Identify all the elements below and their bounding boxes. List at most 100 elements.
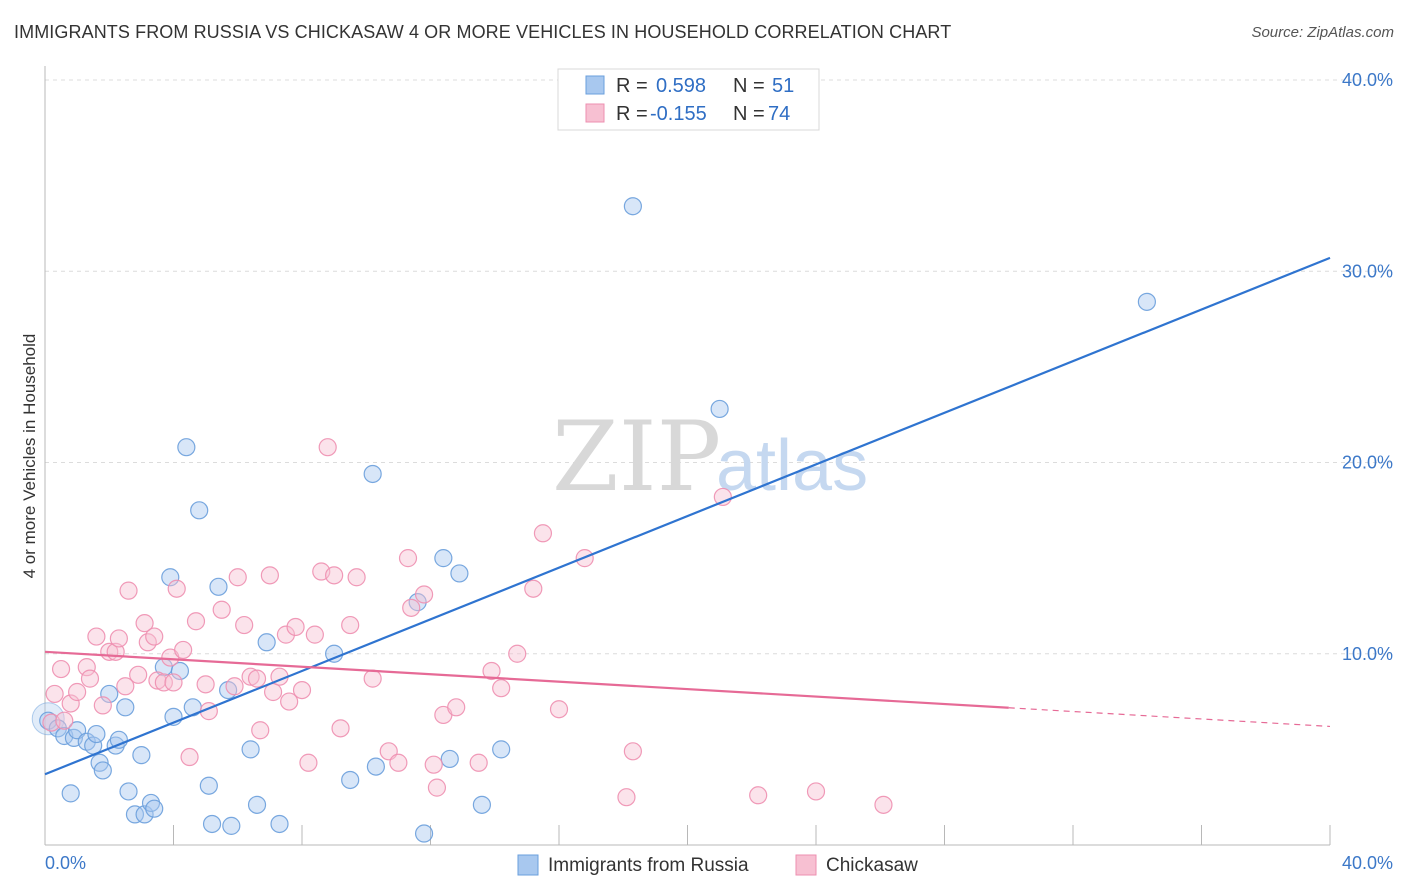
- point-chickasaw-30: [225, 677, 244, 696]
- point-chickasaw-31: [228, 568, 247, 587]
- point-chickasaw-40: [280, 692, 299, 711]
- point-russia-18: [135, 805, 154, 824]
- point-chickasaw-44: [305, 625, 324, 644]
- point-russia-24: [170, 661, 190, 681]
- point-chickasaw-69: [617, 788, 636, 807]
- point-chickasaw-2: [51, 659, 71, 679]
- point-russia-44: [440, 749, 459, 769]
- point-russia-8: [87, 724, 106, 744]
- point-chickasaw-53: [389, 753, 408, 772]
- point-chickasaw-22: [164, 673, 183, 692]
- legend-r-value-chickasaw: -0.155: [650, 103, 707, 125]
- point-chickasaw-74: [874, 795, 893, 814]
- point-russia-29: [202, 814, 222, 834]
- bottom-legend-label-russia: Immigrants from Russia: [548, 855, 749, 876]
- point-russia-50: [1137, 292, 1156, 311]
- point-chickasaw-58: [427, 778, 447, 797]
- axes: [44, 66, 1331, 846]
- point-chickasaw-55: [402, 598, 421, 617]
- point-chickasaw-43: [299, 753, 318, 772]
- point-russia-3: [61, 784, 80, 803]
- bottom-legend: Immigrants from Russia Chickasaw: [517, 854, 918, 876]
- point-russia-46: [472, 795, 491, 814]
- legend-n-value-russia: 51: [772, 75, 794, 97]
- point-chickasaw-33: [241, 667, 260, 686]
- y-tick-label-3: 40.0%: [1342, 70, 1393, 90]
- point-chickasaw-20: [154, 673, 173, 692]
- point-russia-28: [199, 776, 218, 795]
- point-chickasaw-67: [549, 700, 569, 719]
- point-chickasaw-54: [398, 549, 418, 568]
- point-chickasaw-3: [55, 711, 74, 730]
- y-tick-label-1: 20.0%: [1342, 453, 1393, 473]
- point-chickasaw-8: [87, 627, 106, 646]
- point-chickasaw-24: [174, 640, 193, 660]
- point-chickasaw-15: [129, 665, 148, 684]
- point-chickasaw-61: [469, 753, 488, 772]
- bottom-legend-swatch-chickasaw: [795, 854, 817, 876]
- point-russia-38: [341, 770, 360, 790]
- point-chickasaw-35: [251, 721, 270, 740]
- point-chickasaw-48: [331, 719, 350, 738]
- point-chickasaw-70: [623, 742, 642, 761]
- point-chickasaw-36: [260, 566, 279, 585]
- point-chickasaw-73: [806, 782, 826, 801]
- watermark-zip: ZIP: [552, 401, 721, 513]
- point-chickasaw-14: [119, 581, 138, 600]
- point-russia-35: [257, 633, 276, 652]
- point-russia-45: [450, 564, 469, 583]
- point-russia-36: [270, 814, 289, 834]
- point-russia-15: [119, 782, 138, 801]
- point-chickasaw-56: [414, 585, 434, 604]
- bottom-legend-label-chickasaw: Chickasaw: [826, 855, 918, 876]
- point-chickasaw-9: [93, 696, 112, 715]
- trend-lines: [44, 256, 1331, 776]
- point-russia-19: [141, 793, 161, 813]
- point-chickasaw-63: [492, 679, 511, 698]
- point-chickasaw-27: [196, 675, 215, 694]
- point-russia-20: [145, 799, 164, 818]
- y-axis-label: 4 or more Vehicles in Household: [20, 334, 39, 579]
- point-chickasaw-18: [145, 627, 164, 646]
- point-russia-40: [366, 757, 385, 776]
- point-russia-17: [132, 746, 151, 765]
- legend-n-label-chickasaw: N =: [733, 103, 765, 125]
- trend-line-russia: [44, 256, 1331, 776]
- point-russia-14: [116, 698, 135, 717]
- y-tick-label-2: 30.0%: [1342, 261, 1393, 281]
- y-tick-label-0: 10.0%: [1342, 644, 1393, 664]
- point-russia-33: [241, 740, 260, 759]
- point-russia-22: [161, 568, 180, 587]
- point-russia-16: [125, 805, 145, 824]
- point-russia-13: [109, 730, 128, 749]
- points-layer: [31, 197, 1156, 843]
- tick-labels: 10.0% 20.0% 30.0% 40.0% 0.0% 40.0%: [45, 70, 1393, 873]
- point-chickasaw-19: [148, 671, 167, 690]
- point-chickasaw-42: [292, 680, 312, 700]
- point-chickasaw-1: [45, 684, 64, 704]
- point-chickasaw-7: [80, 669, 100, 688]
- point-chickasaw-12: [109, 629, 128, 648]
- point-chickasaw-25: [180, 747, 199, 767]
- point-chickasaw-32: [235, 615, 254, 635]
- legend-swatch-chickasaw: [585, 103, 605, 123]
- point-russia-10: [93, 761, 112, 780]
- point-chickasaw-34: [247, 669, 267, 688]
- point-chickasaw-60: [447, 698, 466, 717]
- x-tick-label-0: 0.0%: [45, 853, 86, 873]
- point-chickasaw-4: [61, 694, 80, 713]
- point-russia-42: [414, 824, 434, 843]
- point-chickasaw-6: [77, 658, 96, 677]
- grid: [45, 79, 1392, 655]
- chart-title: IMMIGRANTS FROM RUSSIA VS CHICKASAW 4 OR…: [14, 22, 952, 42]
- point-russia-39: [363, 464, 382, 484]
- point-chickasaw-57: [424, 755, 443, 774]
- point-chickasaw-26: [186, 612, 206, 631]
- point-chickasaw-13: [116, 677, 135, 696]
- x-tick-label-1: 40.0%: [1342, 853, 1393, 873]
- cluster-blob: [31, 702, 65, 736]
- legend-r-value-russia: 0.598: [656, 75, 706, 97]
- point-chickasaw-72: [749, 786, 768, 805]
- point-chickasaw-66: [533, 524, 553, 543]
